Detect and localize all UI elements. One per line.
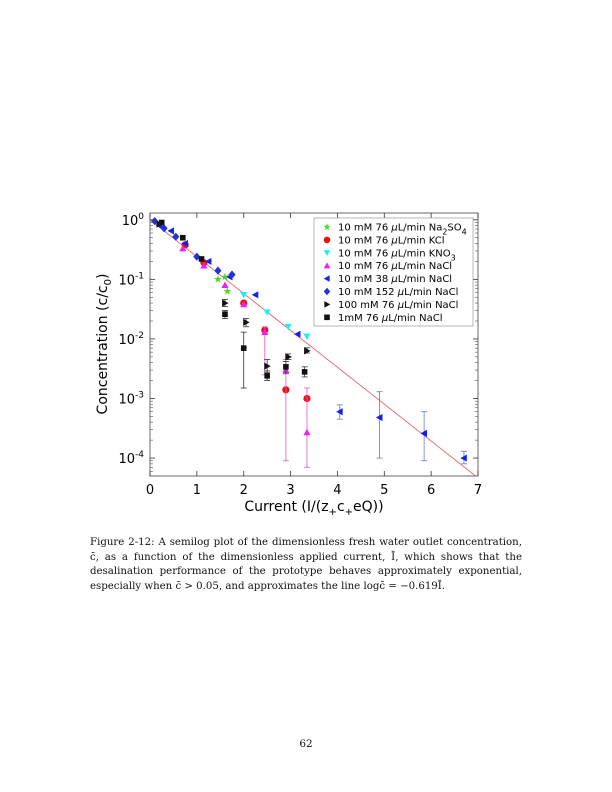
marker-square (324, 314, 330, 321)
y-axis-label-text: Concentration (c/c0) (95, 274, 114, 415)
page-number: 62 (299, 738, 313, 750)
legend-entry: 10 mM 76 μL/min KCl (338, 235, 444, 246)
marker-triangle-down (303, 333, 311, 341)
legend-entry: 10 mM 76 μL/min NaCl (338, 261, 452, 272)
marker-diamond (172, 232, 180, 241)
marker-square (222, 311, 228, 318)
legend-entry: 1mM 76 μL/min NaCl (338, 313, 443, 324)
marker-circle (323, 236, 331, 244)
marker-star (223, 287, 232, 295)
legend-box (313, 217, 474, 327)
marker-square (158, 219, 165, 226)
marker-triangle-right (222, 299, 229, 307)
marker-triangle-up (323, 262, 331, 269)
y-tick-label: 10-1 (118, 271, 144, 288)
x-axis-label: Current (I/(z+c+eQ)) (244, 499, 383, 518)
marker-star (323, 223, 331, 231)
marker-triangle-right (285, 353, 292, 361)
caption-label: Figure 2-12: (90, 537, 155, 548)
marker-diamond (151, 217, 159, 226)
x-tick-label: 3 (286, 483, 294, 498)
marker-diamond (160, 224, 168, 233)
marker-triangle-left (323, 275, 330, 282)
marker-triangle-up (179, 244, 187, 252)
marker-triangle-left (251, 291, 259, 299)
x-tick-label: 5 (380, 483, 388, 498)
x-tick-label: 2 (240, 483, 248, 498)
marker-triangle-down (240, 291, 248, 299)
y-tick-label: 10-4 (118, 450, 144, 467)
y-tick-label: 10-3 (118, 390, 144, 407)
marker-diamond (193, 252, 201, 261)
marker-triangle-left (294, 330, 301, 338)
series-0 (213, 272, 232, 295)
marker-triangle-left (460, 454, 467, 462)
marker-star (213, 275, 222, 283)
series-3 (179, 244, 311, 468)
series-4 (155, 221, 467, 465)
marker-triangle-right (264, 362, 271, 370)
x-axis-label-text: Current (I/(z+c+eQ)) (244, 499, 383, 518)
y-tick-label: 100 (122, 212, 145, 229)
marker-triangle-left (167, 227, 174, 235)
marker-square (283, 364, 289, 370)
marker-triangle-up (221, 281, 229, 289)
legend-entry: 10 mM 38 μL/min NaCl (338, 274, 452, 285)
y-axis-label: Concentration (c/c0) (95, 274, 114, 415)
axis-ticks: 0 1 2 3 4 5 6 7 100 10-1 10-2 10-3 10-4 (118, 212, 482, 498)
marker-triangle-right (304, 347, 311, 355)
marker-triangle-right (324, 301, 331, 308)
legend-entry: 10 mM 76 μL/min Na2SO4 (338, 223, 467, 237)
marker-triangle-left (376, 413, 383, 422)
x-tick-label: 4 (333, 483, 341, 498)
marker-square (240, 345, 247, 351)
figure-caption: Figure 2-12: A semilog plot of the dimen… (90, 536, 522, 594)
marker-square (301, 369, 308, 375)
y-tick-label: 10-2 (118, 331, 144, 348)
marker-diamond (214, 266, 222, 275)
marker-triangle-left (336, 408, 343, 416)
marker-triangle-left (420, 429, 427, 437)
marker-square (198, 256, 205, 262)
marker-triangle-right (243, 318, 250, 326)
marker-square (180, 234, 186, 241)
series-7 (158, 219, 308, 389)
x-tick-label: 6 (427, 483, 435, 498)
legend-entry: 10 mM 76 μL/min KNO3 (338, 248, 456, 262)
marker-triangle-down (323, 250, 331, 257)
x-tick-label: 1 (193, 483, 201, 498)
marker-square (264, 373, 270, 379)
marker-triangle-left (181, 239, 189, 248)
series-5 (151, 217, 236, 279)
marker-triangle-up (240, 300, 248, 308)
marker-star (220, 272, 229, 281)
marker-triangle-left (204, 257, 212, 266)
marker-triangle-down (284, 323, 292, 331)
legend-entry: 10 mM 152 μL/min NaCl (338, 287, 458, 298)
caption-text: A semilog plot of the dimensionless fres… (90, 537, 522, 592)
legend-entry: 100 mM 76 μL/min NaCl (338, 300, 458, 311)
marker-triangle-up (261, 328, 269, 336)
marker-triangle-up (200, 262, 208, 269)
marker-diamond (323, 287, 331, 296)
marker-triangle-up (303, 428, 311, 436)
x-tick-label: 0 (146, 483, 154, 498)
x-tick-label: 7 (474, 483, 482, 498)
series-2 (240, 291, 311, 341)
marker-diamond (228, 270, 236, 279)
marker-triangle-down (263, 309, 271, 316)
